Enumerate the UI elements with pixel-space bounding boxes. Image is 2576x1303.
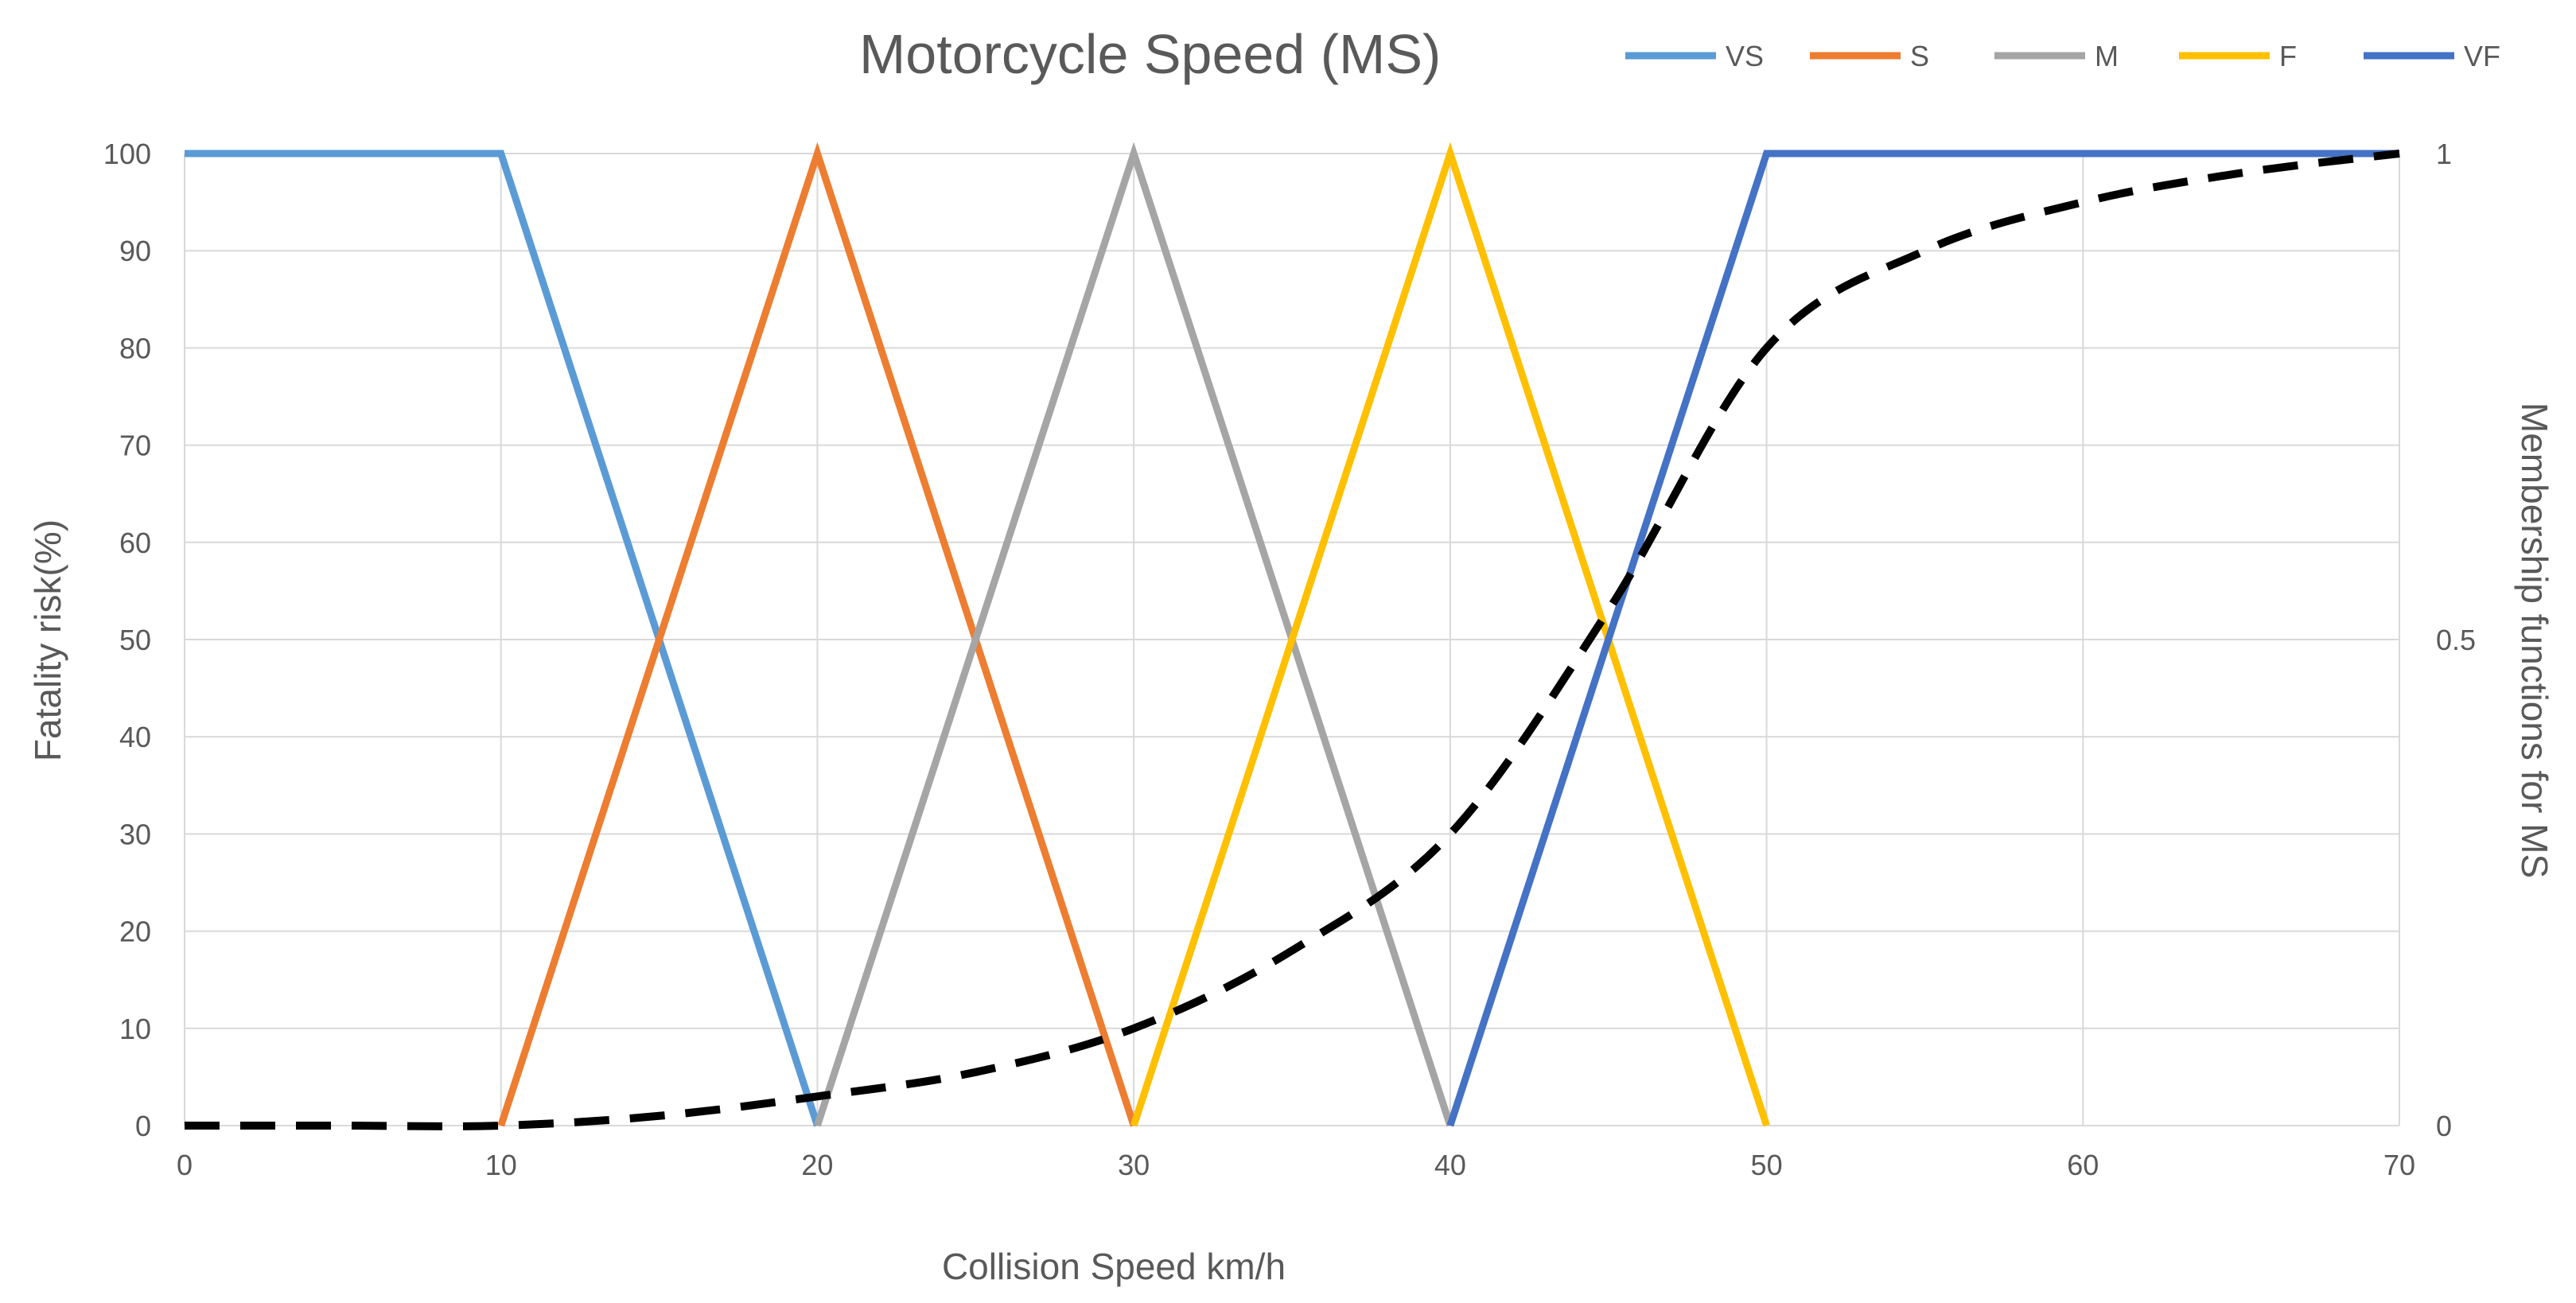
y-tick-label: 30	[119, 818, 151, 850]
series-line-m	[814, 142, 1454, 1127]
y-tick-label: 50	[119, 624, 151, 656]
y2-tick-label: 1	[2436, 138, 2452, 170]
y2-axis-label: Membership functions for MS	[2514, 403, 2555, 878]
y-tick-label: 40	[119, 721, 151, 753]
x-tick-label: 0	[177, 1149, 193, 1181]
x-tick-label: 70	[2383, 1149, 2415, 1181]
x-tick-label: 50	[1751, 1149, 1783, 1181]
x-axis-ticks: 0 10 20 30 40 50 60 70	[177, 1149, 2415, 1181]
chart-title: Motorcycle Speed (MS)	[859, 23, 1441, 85]
legend-label-vf: VF	[2464, 40, 2500, 72]
y-axis-label: Fatality risk(%)	[27, 519, 68, 761]
y2-axis-ticks: 00.51	[2436, 138, 2476, 1142]
x-tick-label: 40	[1434, 1149, 1466, 1181]
y-tick-label: 90	[119, 235, 151, 267]
x-tick-label: 20	[801, 1149, 833, 1181]
legend-label-vs: VS	[1726, 40, 1764, 72]
fatality-risk-layer	[185, 150, 2400, 1130]
series-layer	[185, 142, 2399, 1127]
legend-label-f: F	[2279, 40, 2297, 72]
y-tick-label: 70	[119, 430, 151, 462]
series-line-vs	[185, 150, 821, 1127]
series-line-s	[497, 142, 1138, 1127]
y-tick-label: 10	[119, 1013, 151, 1045]
x-tick-label: 10	[485, 1149, 517, 1181]
y-axis-ticks: 0 10 20 30 40 50 60 70 80 90 100	[103, 138, 151, 1142]
y2-tick-label: 0.5	[2436, 624, 2476, 656]
x-tick-label: 30	[1118, 1149, 1150, 1181]
y-tick-label: 60	[119, 527, 151, 559]
series-line-f	[1130, 142, 1770, 1127]
fatality-risk-curve	[185, 150, 2400, 1130]
legend: VS S M F VF	[1625, 40, 2500, 72]
x-axis-label: Collision Speed km/h	[942, 1246, 1286, 1287]
y-tick-label: 100	[103, 138, 151, 170]
x-tick-label: 60	[2067, 1149, 2099, 1181]
legend-label-m: M	[2095, 40, 2119, 72]
legend-label-s: S	[1910, 40, 1929, 72]
y-tick-label: 0	[135, 1110, 151, 1142]
y2-tick-label: 0	[2436, 1110, 2452, 1142]
y-tick-label: 80	[119, 332, 151, 364]
y-tick-label: 20	[119, 916, 151, 948]
series-line-vf	[1446, 150, 2399, 1127]
